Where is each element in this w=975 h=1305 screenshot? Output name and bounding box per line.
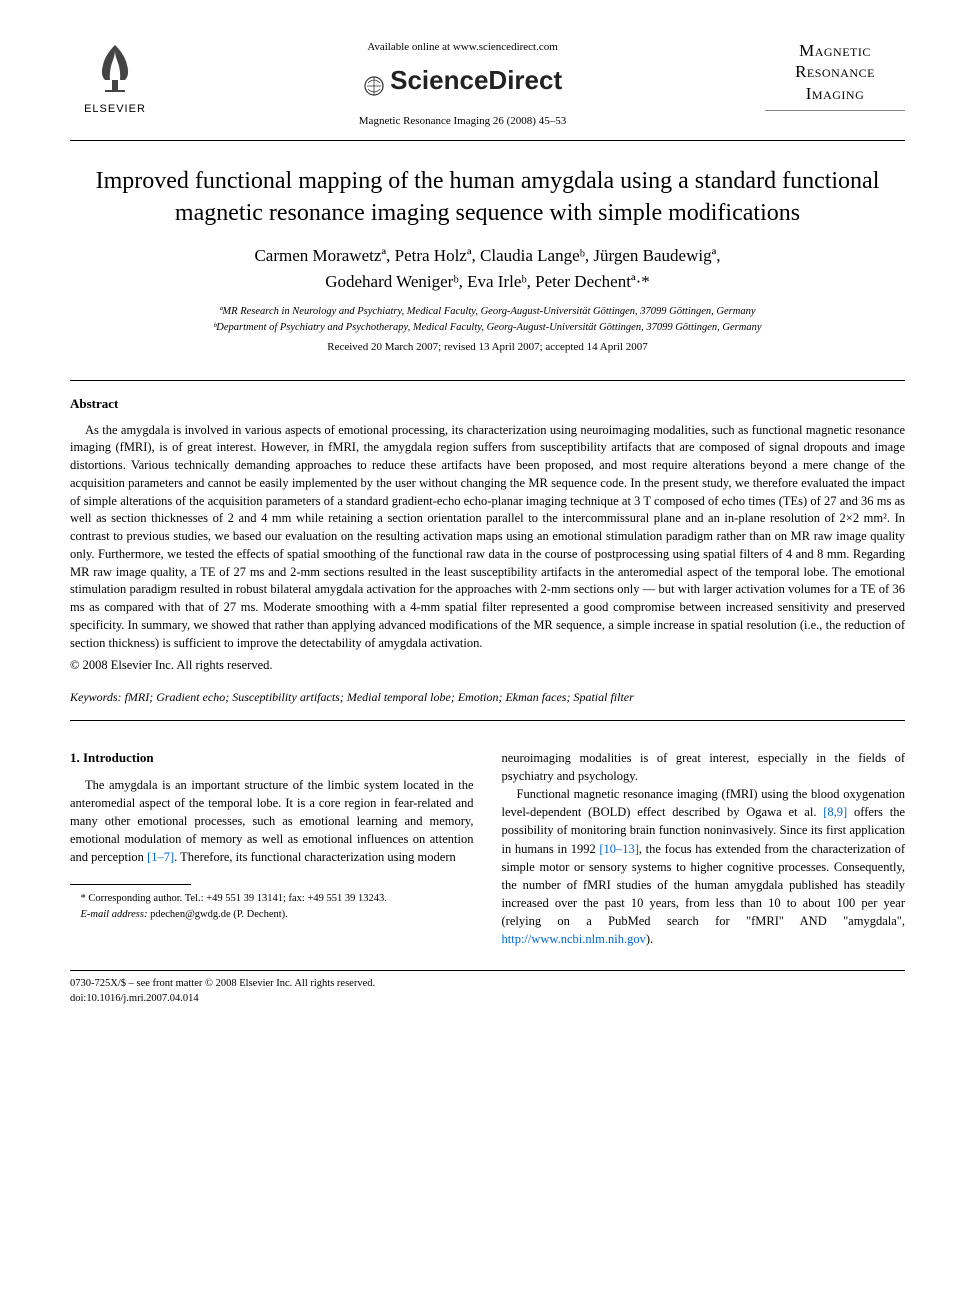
doi-line: doi:10.1016/j.mri.2007.04.014 [70,992,905,1007]
email-address: pdechen@gwdg.de (P. Dechent). [150,909,288,920]
intro-paragraph-2: neuroimaging modalities is of great inte… [502,749,906,785]
sciencedirect-text: ScienceDirect [390,65,562,95]
keywords-list: fMRI; Gradient echo; Susceptibility arti… [125,690,634,704]
affiliation-a: ªMR Research in Neurology and Psychiatry… [70,304,905,320]
page-header: ELSEVIER Available online at www.science… [70,40,905,130]
journal-citation: Magnetic Resonance Imaging 26 (2008) 45–… [160,114,765,130]
available-online-text: Available online at www.sciencedirect.co… [160,40,765,56]
corresponding-author-footnote: * Corresponding author. Tel.: +49 551 39… [70,891,474,906]
journal-name-line3: Imaging [765,83,905,104]
authors-line2: Godehard Wenigerᵇ, Eva Irleᵇ, Peter Dech… [325,272,650,291]
keywords-divider [70,720,905,721]
introduction-heading: 1. Introduction [70,749,474,768]
citation-link-10-13[interactable]: [10–13] [599,842,639,856]
abstract-copyright: © 2008 Elsevier Inc. All rights reserved… [70,656,905,674]
abstract-heading: Abstract [70,395,905,414]
keywords-label: Keywords: [70,690,122,704]
footer-rule [70,970,905,971]
keywords: Keywords: fMRI; Gradient echo; Susceptib… [70,689,905,706]
citation-link-8-9[interactable]: [8,9] [823,805,847,819]
journal-logo: Magnetic Resonance Imaging [765,40,905,111]
publisher-logo: ELSEVIER [70,40,160,118]
header-divider [70,140,905,141]
intro-paragraph-1: The amygdala is an important structure o… [70,776,474,867]
affiliations: ªMR Research in Neurology and Psychiatry… [70,304,905,336]
sciencedirect-logo: ScienceDirect [160,62,765,100]
left-column: 1. Introduction The amygdala is an impor… [70,749,474,948]
publisher-name: ELSEVIER [70,102,160,118]
intro-paragraph-3: Functional magnetic resonance imaging (f… [502,785,906,948]
sciencedirect-icon [363,75,385,97]
body-columns: 1. Introduction The amygdala is an impor… [70,749,905,948]
citation-link-1-7[interactable]: [1–7] [147,850,174,864]
affiliation-b: ᵇDepartment of Psychiatry and Psychother… [70,320,905,336]
right-column: neuroimaging modalities is of great inte… [502,749,906,948]
abstract-text: As the amygdala is involved in various a… [70,422,905,653]
journal-name-line2: Resonance [765,61,905,82]
authors-line1: Carmen Morawetzª, Petra Holzª, Claudia L… [254,246,720,265]
journal-name-line1: Magnetic [765,40,905,61]
article-dates: Received 20 March 2007; revised 13 April… [70,340,905,356]
article-title: Improved functional mapping of the human… [70,165,905,230]
center-header: Available online at www.sciencedirect.co… [160,40,765,130]
email-label: E-mail address: [81,909,148,920]
pubmed-url-link[interactable]: http://www.ncbi.nlm.nih.gov [502,932,646,946]
issn-line: 0730-725X/$ – see front matter © 2008 El… [70,977,905,992]
email-footnote: E-mail address: pdechen@gwdg.de (P. Dech… [70,907,474,922]
footnote-rule [70,884,191,885]
elsevier-tree-icon [70,40,160,102]
authors-list: Carmen Morawetzª, Petra Holzª, Claudia L… [70,243,905,294]
abstract-top-divider [70,380,905,381]
